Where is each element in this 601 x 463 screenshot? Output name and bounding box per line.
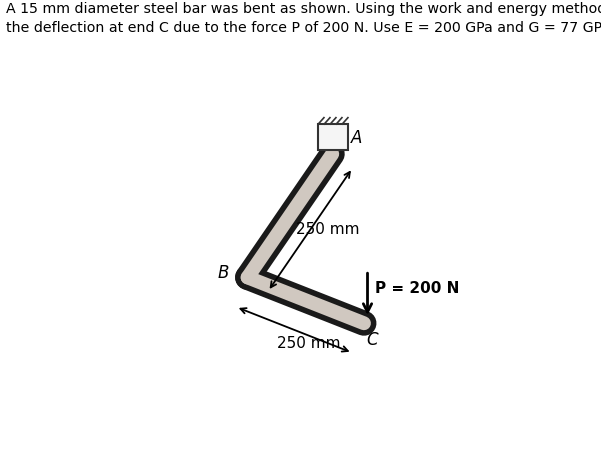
Text: 250 mm: 250 mm	[296, 221, 359, 236]
Text: A: A	[351, 129, 362, 147]
Text: the deflection at end C due to the force P of 200 N. Use E = 200 GPa and G = 77 : the deflection at end C due to the force…	[6, 21, 601, 35]
Text: P = 200 N: P = 200 N	[374, 280, 459, 295]
Bar	[318, 125, 348, 151]
Text: C: C	[367, 331, 379, 348]
Text: A 15 mm diameter steel bar was bent as shown. Using the work and energy method, : A 15 mm diameter steel bar was bent as s…	[6, 2, 601, 16]
Text: 250 mm: 250 mm	[276, 335, 340, 350]
Text: B: B	[218, 263, 229, 282]
